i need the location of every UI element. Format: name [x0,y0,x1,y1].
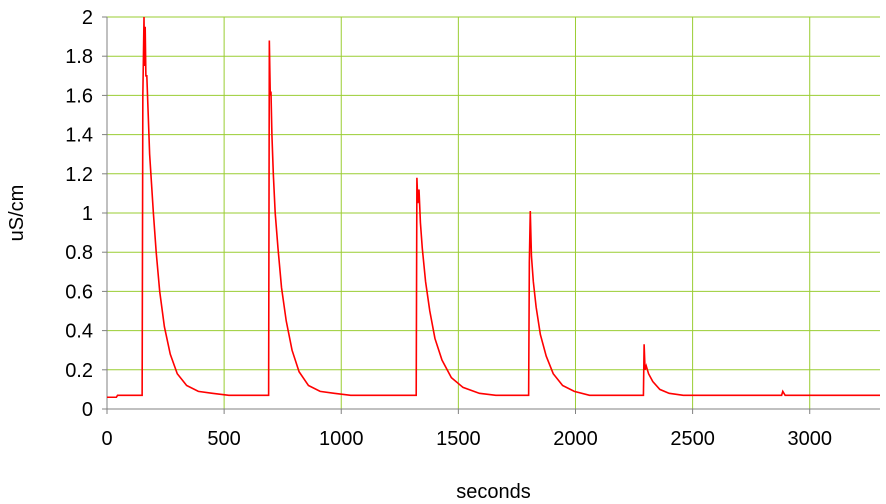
y-tick-label: 0.6 [65,281,93,303]
series-line-0 [107,16,880,399]
y-tick-label: 0 [82,399,93,421]
series-layer [107,16,880,399]
y-tick-label: 2 [82,7,93,29]
x-tick-label: 2000 [553,428,598,450]
y-axis-title: uS/cm [6,185,28,242]
grid [107,16,880,409]
x-tick-label: 1000 [319,428,364,450]
y-tick-label: 0.2 [65,360,93,382]
y-tick-label: 1.4 [65,125,93,147]
y-tick-labels: 0 0.2 0.4 0.6 0.8 1 1.2 1.4 1.6 1.8 2 [65,7,93,421]
y-tick-label: 0.8 [65,242,93,264]
x-tick-label: 3000 [787,428,832,450]
x-axis-title: seconds [456,481,531,503]
y-tick-label: 1.2 [65,164,93,186]
y-tick-label: 0.4 [65,321,93,343]
axes [102,16,880,414]
x-tick-label: 0 [101,428,112,450]
x-tick-labels: 0 500 1000 1500 2000 2500 3000 [101,428,832,450]
y-tick-label: 1 [82,203,93,225]
y-tick-label: 1.8 [65,46,93,68]
x-tick-label: 1500 [436,428,481,450]
y-tick-label: 1.6 [65,85,93,107]
x-tick-label: 500 [207,428,240,450]
x-tick-label: 2500 [670,428,715,450]
